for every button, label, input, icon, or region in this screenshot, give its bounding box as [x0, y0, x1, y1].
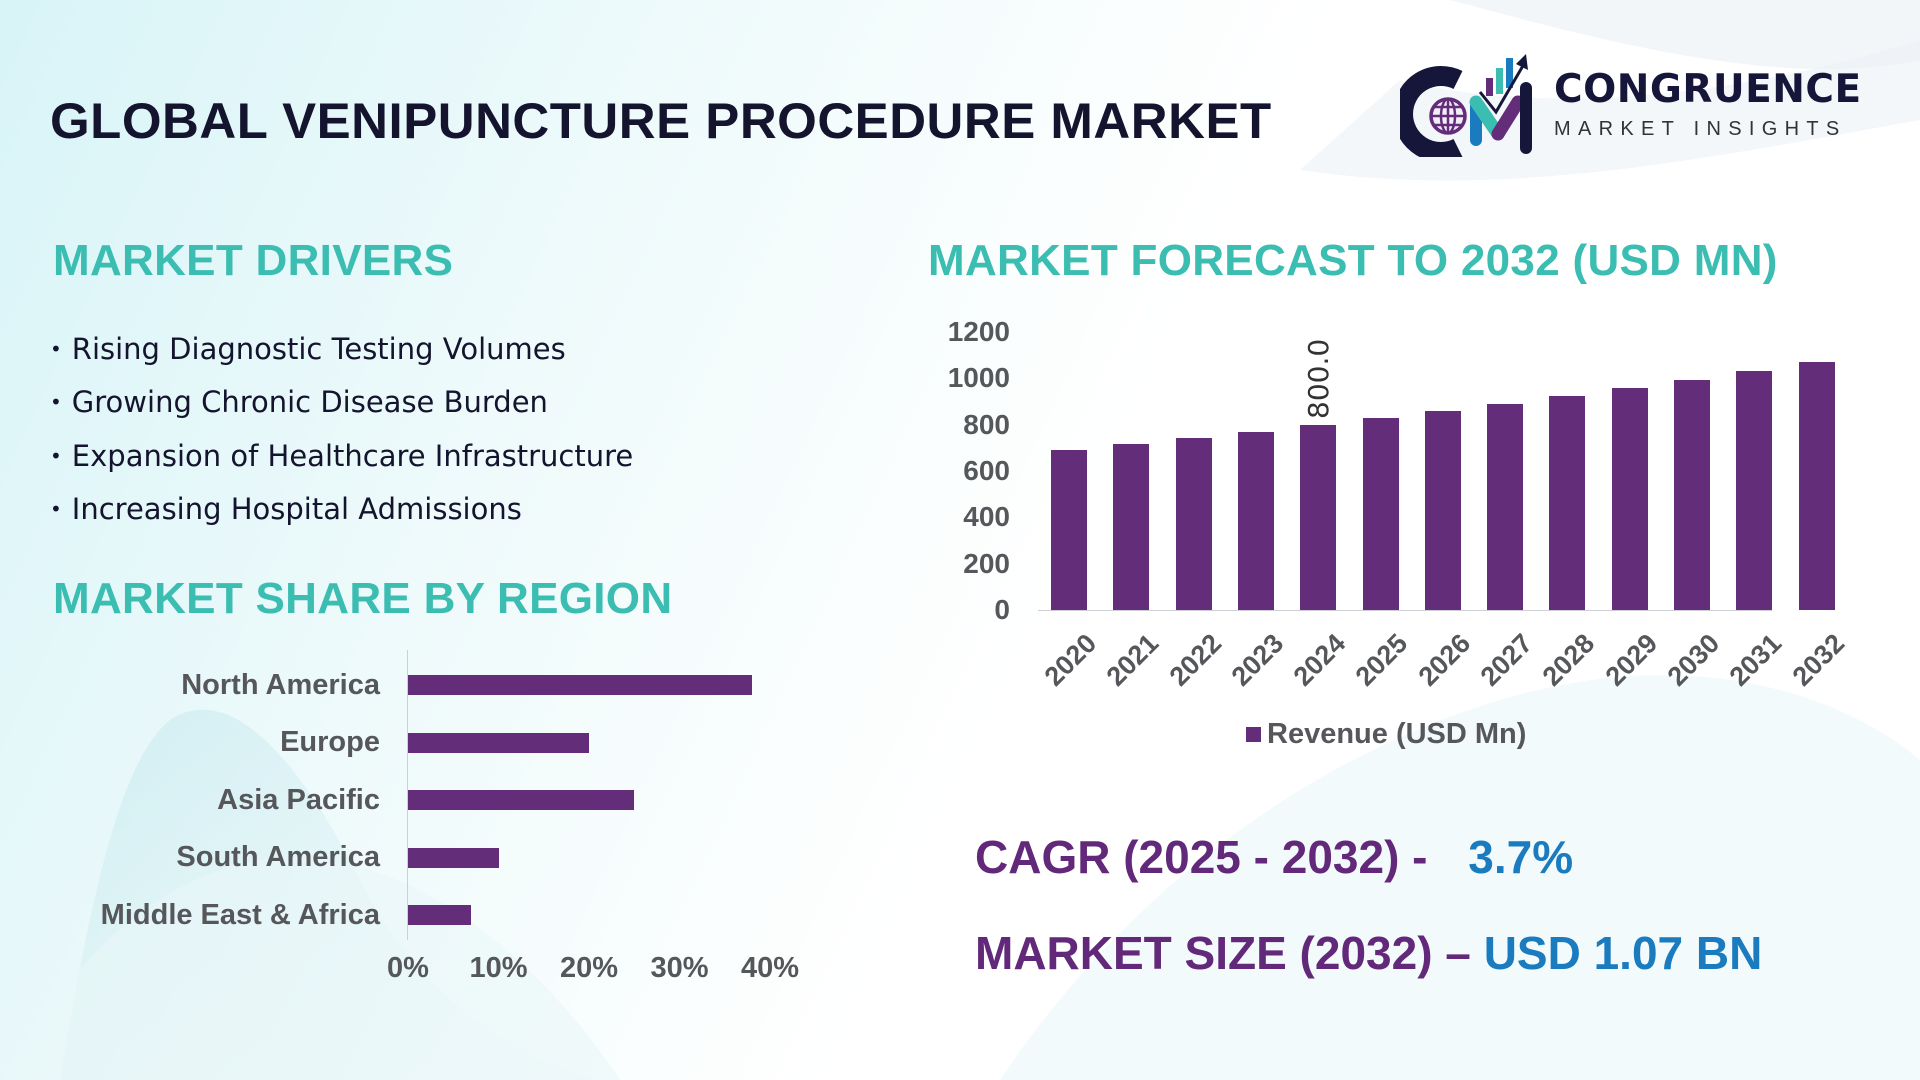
x-axis-tick: 2031	[1723, 628, 1788, 692]
x-axis-tick: 2022	[1163, 628, 1227, 692]
forecast-bar-chart: Revenue (USD Mn) 0 200 400 600 800 1000 1200 20…	[920, 310, 1920, 770]
forecast-bar	[1487, 403, 1524, 610]
region-bar	[408, 790, 635, 810]
region-row: Asia Pacific	[0, 780, 380, 820]
x-axis-tick: 2021	[1100, 628, 1165, 692]
driver-item: • Rising Diagnostic Testing Volumes	[50, 322, 633, 376]
bullet-icon: •	[50, 390, 62, 415]
bullet-icon: •	[50, 443, 62, 468]
x-axis-tick: 2025	[1350, 628, 1414, 692]
forecast-bar	[1362, 417, 1399, 610]
region-label: Europe	[280, 726, 380, 758]
cm-globe-chart-logo-icon	[1400, 54, 1532, 157]
cagr-value: 3.7%	[1468, 831, 1574, 883]
cagr-label: CAGR (2025 - 2032) -	[975, 831, 1441, 883]
x-axis-tick: 2032	[1786, 628, 1850, 692]
data-label: 800.0	[1302, 338, 1336, 419]
region-bar	[408, 847, 499, 868]
region-title: MARKET SHARE BY REGION	[53, 574, 673, 623]
forecast-bar	[1736, 370, 1773, 610]
forecast-bar	[1611, 387, 1648, 610]
x-axis-tick: 2028	[1536, 628, 1601, 692]
cagr-stat: CAGR (2025 - 2032) - 3.7%	[975, 830, 1573, 884]
market-size-label: MARKET SIZE (2032) –	[975, 927, 1484, 979]
forecast-title: MARKET FORECAST TO 2032 (USD MN)	[928, 236, 1778, 285]
bullet-icon: •	[50, 497, 62, 522]
region-bar	[408, 732, 589, 753]
x-axis-tick: 2029	[1599, 628, 1663, 692]
chart-legend: Revenue (USD Mn)	[1246, 718, 1526, 751]
forecast-bar	[1051, 449, 1087, 610]
y-axis-tick: 800	[963, 408, 1010, 440]
x-axis-tick: 20%	[559, 952, 619, 984]
x-axis-tick: 40%	[740, 952, 800, 984]
forecast-bar	[1300, 424, 1337, 610]
x-axis-tick: 2026	[1412, 628, 1477, 692]
region-label: South America	[176, 841, 380, 873]
x-axis-tick: 10%	[469, 952, 528, 984]
forecast-bar	[1175, 437, 1212, 610]
legend-swatch-icon	[1246, 727, 1261, 742]
region-axis-line	[407, 650, 408, 940]
x-axis-tick: 2020	[1038, 628, 1103, 692]
region-bar	[408, 675, 752, 695]
y-axis-tick: 200	[963, 547, 1010, 579]
forecast-bar	[1674, 379, 1710, 610]
x-axis-line	[1038, 610, 1772, 611]
region-bar	[408, 905, 472, 925]
y-axis-tick: 1200	[947, 316, 1010, 347]
x-axis-tick: 2027	[1474, 628, 1539, 692]
logo-subtitle: MARKET INSIGHTS	[1554, 117, 1847, 140]
market-size-value: USD 1.07 BN	[1483, 927, 1763, 979]
legend-label: Revenue (USD Mn)	[1267, 718, 1527, 750]
region-label: North America	[181, 668, 380, 701]
region-row: Middle East & Africa	[0, 895, 380, 935]
driver-item: • Expansion of Healthcare Infrastructure	[50, 429, 633, 483]
region-label: Asia Pacific	[217, 783, 380, 816]
forecast-bar	[1549, 395, 1586, 610]
y-axis-tick: 600	[963, 455, 1010, 486]
y-axis-tick: 0	[994, 594, 1010, 625]
company-logo: CONGRUENCE MARKET INSIGHTS	[1400, 52, 1862, 157]
drivers-list: • Rising Diagnostic Testing Volumes • Grow…	[50, 322, 633, 536]
y-axis-tick: 400	[963, 501, 1010, 533]
bullet-icon: •	[50, 336, 62, 361]
x-axis-tick: 2024	[1287, 628, 1352, 692]
page-title: GLOBAL VENIPUNCTURE PROCEDURE MARKET	[50, 93, 1272, 149]
logo-name: CONGRUENCE	[1554, 66, 1862, 112]
y-axis-tick: 1000	[947, 362, 1010, 394]
region-label: Middle East & Africa	[100, 898, 380, 931]
x-axis-tick: 2023	[1225, 628, 1290, 692]
forecast-bar	[1113, 443, 1150, 610]
x-axis-tick: 30%	[650, 952, 709, 984]
drivers-title: MARKET DRIVERS	[53, 236, 454, 285]
region-row: Europe	[0, 723, 380, 763]
x-axis-tick: 2030	[1661, 628, 1726, 692]
market-size-stat: MARKET SIZE (2032) – USD 1.07 BN	[975, 926, 1762, 980]
region-share-chart: North America Europe Asia Pacific South Ame…	[0, 640, 830, 1000]
forecast-bar	[1798, 361, 1835, 610]
region-row: North America	[0, 665, 380, 705]
x-axis-tick: 0%	[387, 952, 429, 984]
region-row: South America	[0, 838, 380, 878]
driver-item: • Increasing Hospital Admissions	[50, 483, 633, 537]
forecast-bar	[1237, 431, 1274, 610]
forecast-bar	[1424, 410, 1461, 610]
driver-item: • Growing Chronic Disease Burden	[50, 376, 633, 430]
